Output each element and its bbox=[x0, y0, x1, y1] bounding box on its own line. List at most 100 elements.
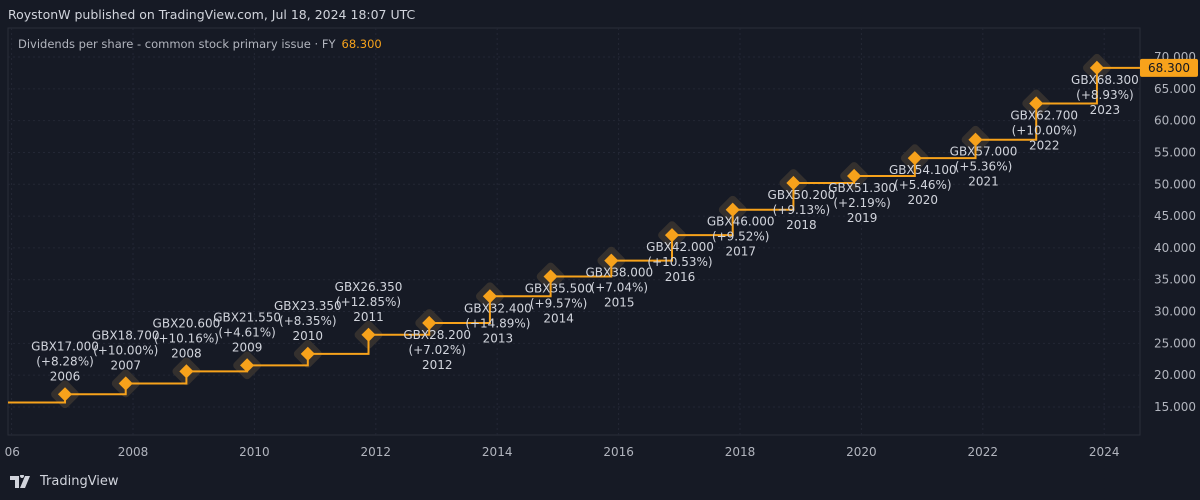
data-point-marker bbox=[786, 175, 801, 191]
y-tick-label: 45.000 bbox=[1154, 209, 1196, 223]
x-tick-label: 06 bbox=[5, 445, 20, 459]
data-label: GBX68.300 bbox=[1071, 73, 1139, 87]
data-label: 2021 bbox=[968, 175, 999, 189]
data-label: 2012 bbox=[422, 358, 453, 372]
data-label: (+5.46%) bbox=[894, 178, 952, 192]
data-point-marker bbox=[300, 346, 315, 361]
data-label: GBX21.550 bbox=[213, 310, 281, 324]
data-label: (+10.53%) bbox=[647, 255, 712, 269]
data-label: GBX26.350 bbox=[335, 280, 403, 294]
data-point-marker bbox=[422, 315, 437, 331]
data-label: (+8.93%) bbox=[1076, 88, 1134, 102]
x-tick-label: 2014 bbox=[482, 445, 513, 459]
data-label: 2009 bbox=[232, 340, 263, 354]
y-tick-label: 20.000 bbox=[1154, 368, 1196, 382]
data-label: (+4.61%) bbox=[218, 325, 276, 339]
data-label: 2019 bbox=[847, 211, 878, 225]
data-point-marker bbox=[968, 132, 983, 147]
data-point-marker bbox=[179, 364, 194, 379]
data-label: GBX62.700 bbox=[1010, 108, 1078, 122]
data-label: 2011 bbox=[353, 310, 384, 324]
data-point-marker bbox=[725, 202, 740, 217]
data-label: 2023 bbox=[1090, 103, 1121, 117]
publisher-caption: RoystonW published on TradingView.com, J… bbox=[8, 7, 416, 22]
data-label: 2016 bbox=[665, 270, 696, 284]
legend-value: 68.300 bbox=[341, 37, 382, 51]
last-value-badge bbox=[1140, 58, 1198, 77]
data-point-marker bbox=[543, 269, 558, 284]
data-point-marker bbox=[482, 289, 497, 304]
y-tick-label: 55.000 bbox=[1154, 145, 1196, 159]
y-tick-label: 65.000 bbox=[1154, 82, 1196, 96]
x-tick-label: 2020 bbox=[846, 445, 877, 459]
x-tick-label: 2010 bbox=[239, 445, 270, 459]
data-point-marker bbox=[118, 376, 133, 391]
y-tick-label: 50.000 bbox=[1154, 177, 1196, 191]
data-point-marker bbox=[664, 228, 680, 243]
data-label: (+2.19%) bbox=[833, 196, 891, 210]
x-tick-label: 2018 bbox=[725, 445, 756, 459]
x-tick-label: 2016 bbox=[603, 445, 634, 459]
data-label: GBX18.700 bbox=[92, 328, 160, 342]
data-labels: GBX17.000(+8.28%)2006GBX18.700(+10.00%)2… bbox=[31, 73, 1139, 383]
y-axis: 15.000 20.000 25.000 30.000 35.000 40.000 45.0… bbox=[1154, 50, 1196, 414]
data-label: (+9.13%) bbox=[773, 203, 831, 217]
data-label: (+9.52%) bbox=[712, 230, 770, 244]
data-label: GBX50.200 bbox=[768, 188, 836, 202]
data-label: GBX17.000 bbox=[31, 339, 99, 353]
series bbox=[8, 53, 1140, 409]
grid bbox=[8, 28, 1140, 435]
dividend-step-line bbox=[8, 66, 1140, 404]
data-label: (+9.57%) bbox=[530, 297, 588, 311]
data-label: (+10.16%) bbox=[154, 331, 219, 345]
data-label: (+8.28%) bbox=[36, 354, 94, 368]
last-value-marker: 68.300 bbox=[1140, 58, 1198, 77]
data-label: GBX42.000 bbox=[646, 240, 714, 254]
legend-label: Dividends per share - common stock prima… bbox=[18, 37, 336, 51]
data-label: GBX20.600 bbox=[153, 316, 221, 330]
x-tick-label: 2024 bbox=[1089, 445, 1120, 459]
data-label: (+12.85%) bbox=[336, 295, 401, 309]
data-point-marker bbox=[604, 253, 619, 268]
data-point-marker bbox=[1029, 96, 1044, 111]
data-label: 2006 bbox=[50, 369, 81, 383]
data-label: 2014 bbox=[543, 312, 574, 326]
footer: TradingView bbox=[10, 474, 119, 489]
data-label: GBX23.350 bbox=[274, 299, 342, 313]
data-point-marker bbox=[361, 327, 376, 342]
data-point-marker bbox=[847, 168, 862, 184]
data-label: (+7.04%) bbox=[591, 281, 649, 295]
data-label: (+7.02%) bbox=[408, 343, 466, 357]
data-label: (+10.00%) bbox=[1012, 123, 1077, 137]
data-label: GBX28.200 bbox=[403, 328, 471, 342]
y-tick-label: 25.000 bbox=[1154, 336, 1196, 350]
data-point-marker bbox=[240, 358, 255, 373]
tradingview-logo-icon bbox=[10, 474, 30, 488]
y-tick-label: 40.000 bbox=[1154, 241, 1196, 255]
y-tick-label: 60.000 bbox=[1154, 114, 1196, 128]
y-tick-label: 15.000 bbox=[1154, 400, 1196, 414]
series-legend: Dividends per share - common stock prima… bbox=[18, 37, 382, 51]
data-label: 2020 bbox=[908, 193, 939, 207]
data-label: 2015 bbox=[604, 296, 635, 310]
last-value-label: 68.300 bbox=[1148, 61, 1190, 75]
data-label: (+14.89%) bbox=[465, 316, 530, 330]
data-label: 2017 bbox=[725, 245, 756, 259]
data-label: GBX51.300 bbox=[828, 181, 896, 195]
data-label: (+8.35%) bbox=[279, 314, 337, 328]
data-point-marker bbox=[57, 387, 73, 402]
data-label: 2018 bbox=[786, 218, 817, 232]
data-label: (+10.00%) bbox=[93, 343, 158, 357]
data-label: GBX57.000 bbox=[950, 145, 1018, 159]
data-label: 2010 bbox=[293, 329, 324, 343]
data-label: GBX35.500 bbox=[525, 282, 593, 296]
data-label: 2007 bbox=[110, 358, 141, 372]
data-label: GBX32.400 bbox=[464, 301, 532, 315]
x-tick-label: 2022 bbox=[968, 445, 999, 459]
data-label: GBX54.100 bbox=[889, 163, 957, 177]
data-label: 2013 bbox=[483, 331, 514, 345]
y-tick-label: 30.000 bbox=[1154, 305, 1196, 319]
data-label: 2022 bbox=[1029, 138, 1060, 152]
x-axis: 06 2008 2010 2012 2014 2016 2018 2020 2022 2024 bbox=[5, 445, 1120, 459]
